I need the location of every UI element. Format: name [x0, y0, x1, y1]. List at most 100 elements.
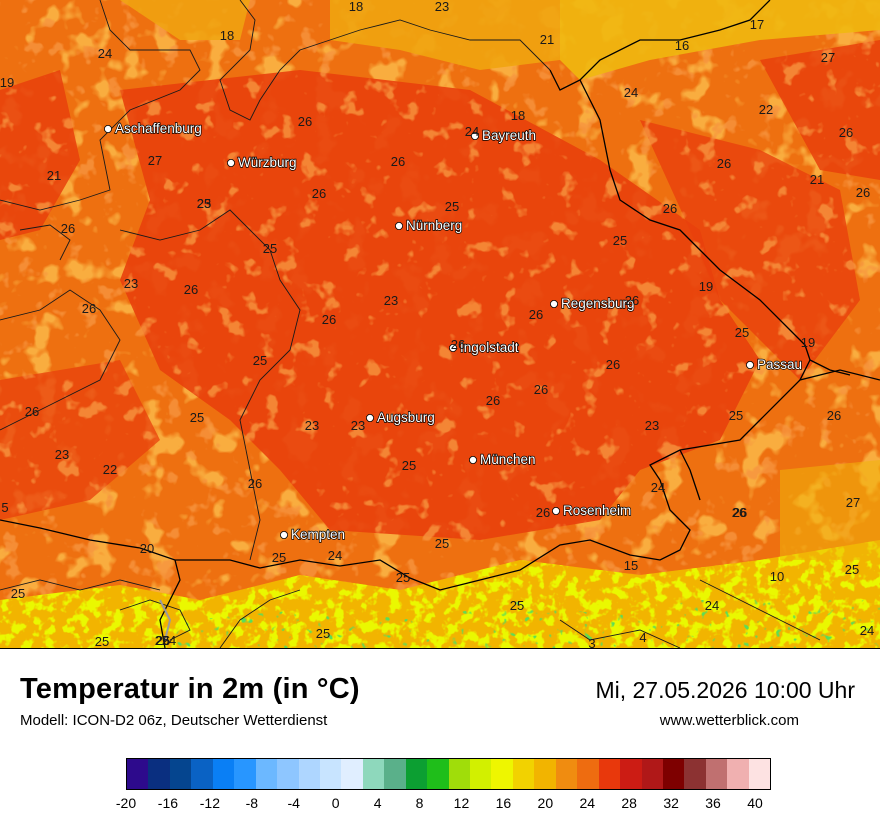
temperature-value: 17	[750, 17, 764, 32]
city-label: Würzburg	[238, 155, 297, 170]
color-swatch	[234, 759, 256, 789]
website-link[interactable]: www.wetterblick.com	[659, 712, 799, 729]
scale-tick-label: 24	[579, 795, 596, 811]
temperature-value: 25	[729, 408, 743, 423]
color-swatch	[148, 759, 170, 789]
color-swatch	[341, 759, 363, 789]
city-marker-9	[551, 506, 560, 515]
temperature-value: 24	[465, 124, 479, 139]
temperature-value: 19	[801, 335, 815, 350]
color-swatch	[427, 759, 449, 789]
temperature-value: 25	[435, 536, 449, 551]
temperature-value: 26	[717, 156, 731, 171]
forecast-datetime: Mi, 27.05.2026 10:00 Uhr	[595, 677, 855, 703]
temperature-value: 25	[735, 325, 749, 340]
city-label: Passau	[757, 357, 802, 372]
scale-tick-label: -16	[157, 795, 179, 811]
temperature-value: 26	[534, 382, 548, 397]
city-label: Kempten	[291, 527, 345, 542]
temperature-value: 19	[699, 279, 713, 294]
footer: Temperatur in 2m (in °C) Modell: ICON-D2…	[0, 648, 880, 831]
city-label: Regensburg	[561, 296, 635, 311]
temperature-value: 26	[486, 393, 500, 408]
temperature-value: 26	[248, 476, 262, 491]
temperature-value: 25	[190, 410, 204, 425]
temperature-value: 27	[148, 153, 162, 168]
color-swatch	[598, 759, 621, 789]
scale-tick-label: 0	[331, 795, 340, 811]
scale-tick-label: 36	[705, 795, 721, 811]
color-swatch	[127, 759, 149, 789]
color-swatch	[191, 759, 213, 789]
scale-tick-label: -8	[245, 795, 259, 811]
color-swatch	[684, 759, 706, 789]
temperature-value: 26	[827, 408, 841, 423]
color-swatch	[470, 759, 492, 789]
temperature-value: 3	[588, 636, 595, 648]
scale-tick-label: 32	[663, 795, 679, 811]
city-label: Rosenheim	[563, 503, 631, 518]
temperature-value: 24	[860, 623, 874, 638]
scale-tick-label: 28	[621, 795, 637, 811]
temperature-value: 26	[391, 154, 405, 169]
temperature-value: 24	[162, 633, 176, 648]
scale-tick-label: 12	[453, 795, 470, 811]
temperature-value: 18	[349, 0, 363, 14]
city-marker-8	[468, 455, 477, 464]
city-label: Augsburg	[377, 410, 435, 425]
color-swatch	[319, 759, 342, 789]
temperature-value: 26	[529, 307, 543, 322]
color-swatch	[662, 759, 685, 789]
temperature-value: 5	[1, 500, 8, 515]
temperature-value: 21	[540, 32, 554, 47]
temperature-value: 25	[613, 233, 627, 248]
temperature-value: 25	[11, 586, 25, 601]
color-swatch	[641, 759, 663, 789]
temperature-value: 26	[451, 337, 465, 352]
temperature-value: 10	[770, 569, 784, 584]
color-swatch	[405, 759, 428, 789]
temperature-value: 26	[733, 505, 747, 520]
color-swatch	[748, 759, 771, 789]
city-marker-6	[745, 360, 754, 369]
temperature-value: 26	[663, 201, 677, 216]
temperature-value: 26	[732, 505, 746, 520]
color-swatch	[448, 759, 470, 789]
temperature-value: 20	[140, 541, 154, 556]
scale-tick-label: -20	[115, 795, 137, 811]
temperature-value: 18	[511, 108, 525, 123]
color-swatch	[512, 759, 535, 789]
temperature-value: 25	[445, 199, 459, 214]
city-marker-1	[227, 159, 236, 168]
temperature-value: 26	[536, 505, 550, 520]
temperature-value: 25	[272, 550, 286, 565]
scale-tick-label: 40	[747, 795, 763, 811]
color-swatch	[277, 759, 299, 789]
city-label: Aschaffenburg	[115, 121, 202, 136]
temperature-value: 26	[61, 221, 75, 236]
city-label: München	[480, 452, 536, 467]
color-scale	[126, 758, 772, 790]
color-swatch	[534, 759, 556, 789]
temperature-value: 25	[396, 570, 410, 585]
city-label: Nürnberg	[406, 218, 462, 233]
color-swatch	[705, 759, 728, 789]
temperature-value: 23	[645, 418, 659, 433]
temperature-value: 25	[402, 458, 416, 473]
city-label: Ingolstadt	[460, 340, 519, 355]
temperature-value: 26	[839, 125, 853, 140]
temperature-value: 25	[510, 598, 524, 613]
temperature-value: 26	[856, 185, 870, 200]
city-marker-10	[279, 530, 288, 539]
scale-tick-label: 4	[373, 795, 382, 811]
scale-tick-label: 8	[415, 795, 424, 811]
temperature-value: 4	[639, 630, 646, 645]
temperature-value: 25	[263, 241, 277, 256]
temperature-map: Aschaffenburg Würzburg Bayreuth Nürnberg Reg…	[0, 0, 880, 648]
temperature-value: 25	[197, 196, 211, 211]
temperature-value: 25	[95, 634, 109, 648]
color-swatch	[555, 759, 578, 789]
temperature-value: 27	[821, 50, 835, 65]
temperature-value: 21	[810, 172, 824, 187]
